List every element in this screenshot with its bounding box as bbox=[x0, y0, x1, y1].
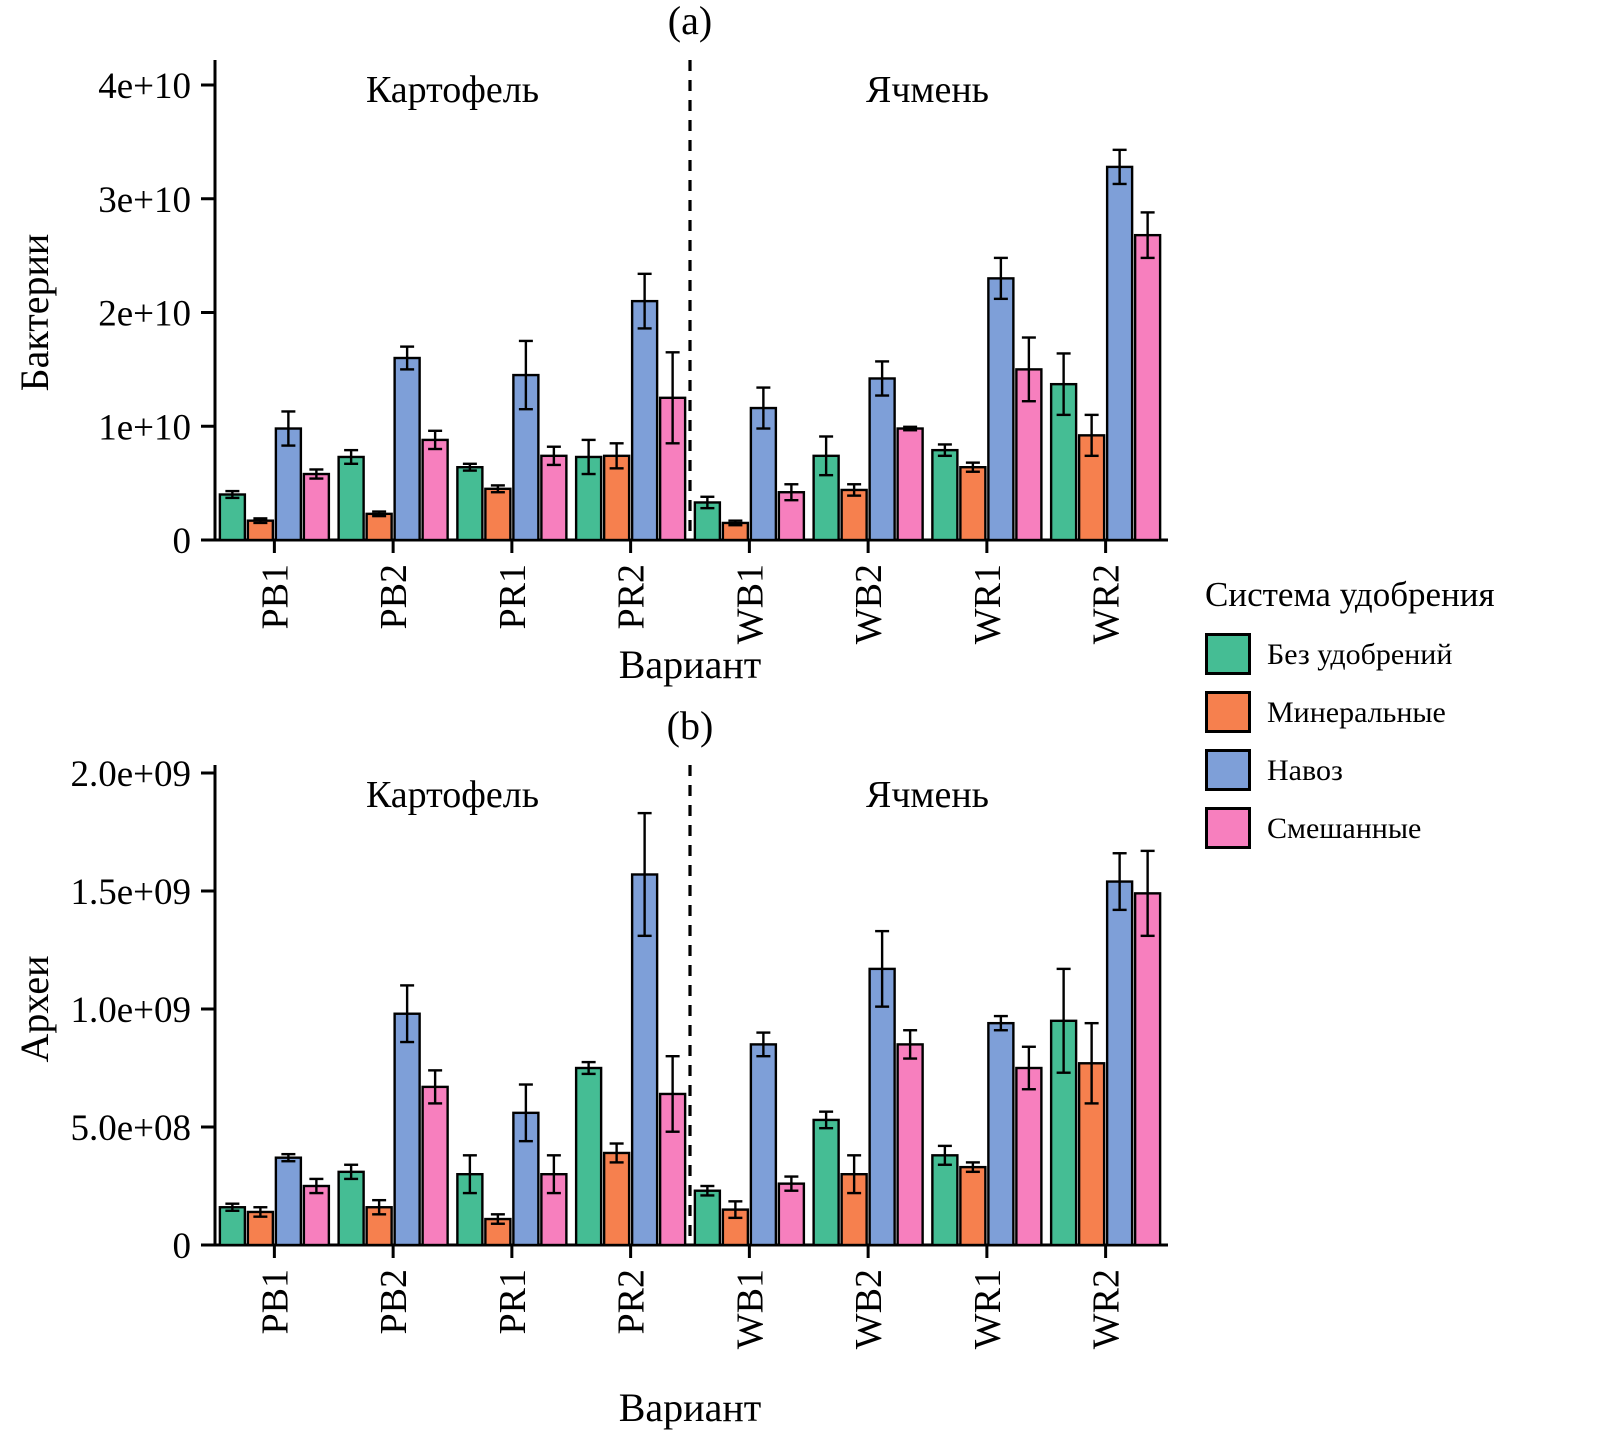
bar-PB1-3 bbox=[302, 472, 331, 542]
section-label-left: Картофель bbox=[366, 774, 539, 816]
y-tick-label: 1.5e+09 bbox=[70, 872, 191, 913]
y-axis-label: Археи bbox=[12, 955, 57, 1062]
bar-PR2-0 bbox=[574, 1066, 603, 1247]
x-tick-label: PR1 bbox=[492, 1269, 534, 1334]
legend-swatch-manure bbox=[1205, 749, 1251, 791]
section-label-left: Картофель bbox=[366, 69, 539, 111]
bar-WR1-1 bbox=[959, 466, 987, 542]
bar-PB2-0 bbox=[337, 455, 365, 542]
x-tick-label: PR1 bbox=[492, 564, 534, 629]
section-label-right: Ячмень bbox=[866, 774, 989, 816]
panel-title: (b) bbox=[667, 705, 714, 748]
bar-PB1-0 bbox=[218, 1206, 247, 1247]
bar-WB2-2 bbox=[868, 967, 896, 1247]
bar-WB2-0 bbox=[812, 1118, 840, 1247]
bar-PR1-1 bbox=[484, 487, 512, 542]
legend-label: Минеральные bbox=[1267, 695, 1446, 729]
bar-PB2-0 bbox=[337, 1170, 365, 1247]
bar-PB2-3 bbox=[421, 1085, 449, 1247]
y-tick-label: 5.0e+08 bbox=[70, 1108, 191, 1149]
x-tick-label: PB1 bbox=[254, 564, 296, 629]
bar-PB2-2 bbox=[393, 356, 421, 542]
legend-label: Смешанные bbox=[1267, 811, 1422, 845]
y-tick-label: 0 bbox=[173, 1226, 192, 1267]
archaea-bar-chart: (b) Археи 0 5.0e+08 1.0e+09 1.5e+09 2.0e+09 Кар… bbox=[12, 705, 1168, 1430]
bar-WR1-1 bbox=[959, 1165, 987, 1247]
x-axis-label: Вариант bbox=[619, 642, 761, 687]
bar-WB1-3 bbox=[777, 1182, 806, 1247]
y-tick-label: 2.0e+09 bbox=[70, 754, 191, 795]
bar-PR2-1 bbox=[602, 454, 631, 542]
x-axis-label: Вариант bbox=[619, 1385, 761, 1430]
bar-WB1-0 bbox=[693, 1189, 722, 1247]
legend-swatch-mineral bbox=[1205, 691, 1251, 733]
bar-PR1-2 bbox=[512, 1111, 540, 1247]
x-tick-label: WB2 bbox=[848, 1269, 890, 1349]
legend-swatch-no-fertilizer bbox=[1205, 633, 1251, 675]
legend-item-manure: Навоз bbox=[1205, 749, 1605, 791]
x-tick-label: WB1 bbox=[729, 1269, 771, 1349]
bar-WR2-3 bbox=[1133, 892, 1162, 1247]
legend: Система удобрения Без удобрений Минераль… bbox=[1205, 575, 1605, 865]
legend-item-no-fertilizer: Без удобрений bbox=[1205, 633, 1605, 675]
y-axis-label: Бактерии bbox=[12, 234, 57, 392]
bar-WB2-2 bbox=[868, 377, 896, 542]
bar-PB2-1 bbox=[365, 512, 393, 542]
y-tick-label: 4e+10 bbox=[98, 66, 191, 107]
bar-PB2-3 bbox=[421, 438, 449, 542]
y-tick-label: 1e+10 bbox=[98, 407, 191, 448]
legend-title: Система удобрения bbox=[1205, 575, 1495, 614]
x-tick-label: WB1 bbox=[729, 564, 771, 644]
bar-PR2-1 bbox=[602, 1151, 631, 1247]
section-label-right: Ячмень bbox=[866, 69, 989, 111]
bar-WB2-3 bbox=[896, 427, 924, 542]
legend-item-mixed: Смешанные bbox=[1205, 807, 1605, 849]
bar-WB1-2 bbox=[749, 1043, 778, 1247]
bar-WR2-2 bbox=[1105, 880, 1134, 1247]
x-tick-label: WR1 bbox=[967, 1269, 1009, 1349]
bar-WB1-2 bbox=[749, 406, 778, 542]
x-tick-label: WR2 bbox=[1086, 1269, 1128, 1349]
bar-WR1-0 bbox=[931, 1154, 959, 1247]
bar-PR2-2 bbox=[630, 299, 659, 542]
y-tick-label: 3e+10 bbox=[98, 180, 191, 221]
bar-WR1-2 bbox=[987, 277, 1015, 542]
bacteria-bar-chart: (a) Бактерии 0 1e+10 2e+10 3e+10 4e+10 Картофел… bbox=[12, 0, 1168, 687]
x-tick-label: PB2 bbox=[373, 564, 415, 629]
y-tick-label: 2e+10 bbox=[98, 294, 191, 335]
bar-PB1-3 bbox=[302, 1184, 331, 1247]
x-tick-label: WR1 bbox=[967, 564, 1009, 644]
x-tick-label: PB1 bbox=[254, 1269, 296, 1334]
bar-PR2-2 bbox=[630, 873, 659, 1247]
bar-WB2-3 bbox=[896, 1043, 924, 1247]
panel-title: (a) bbox=[668, 0, 712, 43]
y-tick-label: 0 bbox=[173, 521, 192, 562]
bar-PB1-2 bbox=[274, 427, 303, 542]
legend-item-mineral: Минеральные bbox=[1205, 691, 1605, 733]
x-tick-label: WR2 bbox=[1086, 564, 1128, 644]
bar-WB2-1 bbox=[840, 488, 868, 542]
bar-PB1-0 bbox=[218, 493, 247, 542]
legend-label: Навоз bbox=[1267, 753, 1343, 787]
legend-label: Без удобрений bbox=[1267, 637, 1453, 671]
bar-WR2-3 bbox=[1133, 233, 1162, 542]
bar-WR1-2 bbox=[987, 1021, 1015, 1247]
x-tick-label: PR2 bbox=[611, 1269, 653, 1334]
bar-WR1-0 bbox=[931, 448, 959, 542]
x-tick-label: WB2 bbox=[848, 564, 890, 644]
x-tick-label: PR2 bbox=[611, 564, 653, 629]
bar-PR1-0 bbox=[456, 466, 484, 542]
legend-swatch-mixed bbox=[1205, 807, 1251, 849]
y-tick-label: 1.0e+09 bbox=[70, 990, 191, 1031]
bar-PB2-1 bbox=[365, 1206, 393, 1247]
x-tick-label: PB2 bbox=[373, 1269, 415, 1334]
bar-WR2-2 bbox=[1105, 165, 1134, 542]
bar-PR1-3 bbox=[540, 454, 568, 542]
bar-WR1-3 bbox=[1015, 1066, 1043, 1247]
bar-PB1-2 bbox=[274, 1156, 303, 1247]
bar-PB2-2 bbox=[393, 1012, 421, 1247]
